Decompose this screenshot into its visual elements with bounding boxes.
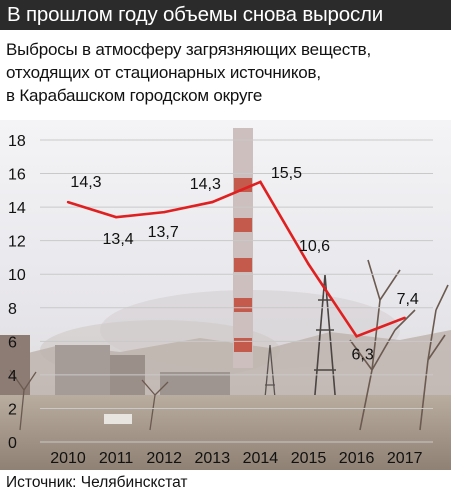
data-point bbox=[307, 262, 310, 266]
data-point bbox=[211, 200, 214, 204]
y-tick-label: 8 bbox=[8, 301, 17, 318]
line-chart: 0 2 4 6 8 10 12 14 16 18 2010 2011 2012 2013 2014 2015… bbox=[0, 120, 451, 470]
data-labels: 14,3 13,4 13,7 14,3 15,5 10,6 6,3 7,4 bbox=[70, 165, 418, 363]
data-label: 7,4 bbox=[397, 291, 419, 308]
grid bbox=[40, 139, 433, 443]
series-line bbox=[67, 180, 406, 338]
data-label: 10,6 bbox=[299, 238, 330, 255]
y-tick-label: 16 bbox=[8, 167, 26, 184]
source-note: Источник: Челябинскстат bbox=[6, 474, 188, 491]
data-label: 13,7 bbox=[148, 224, 179, 241]
background-photo bbox=[0, 120, 451, 470]
data-label: 6,3 bbox=[351, 346, 373, 363]
x-tick-label: 2013 bbox=[195, 450, 231, 467]
data-point bbox=[355, 335, 358, 338]
x-tick-label: 2012 bbox=[146, 450, 182, 467]
x-tick-label: 2015 bbox=[291, 450, 327, 467]
chart-subtitle: Выбросы в атмосферу загрязняющих веществ… bbox=[6, 38, 446, 107]
y-tick-label: 12 bbox=[8, 234, 26, 251]
x-tick-label: 2010 bbox=[50, 450, 86, 467]
data-point bbox=[259, 180, 262, 184]
data-label: 13,4 bbox=[103, 231, 134, 248]
y-tick-label: 0 bbox=[8, 435, 17, 452]
data-label: 14,3 bbox=[190, 176, 221, 193]
y-tick-label: 2 bbox=[8, 401, 17, 418]
data-point bbox=[66, 200, 70, 204]
y-axis: 0 2 4 6 8 10 12 14 16 18 bbox=[8, 133, 26, 452]
y-tick-label: 10 bbox=[8, 267, 26, 284]
y-tick-label: 6 bbox=[8, 334, 17, 351]
title-bar: В прошлом году объемы снова выросли bbox=[0, 0, 451, 30]
x-tick-label: 2016 bbox=[339, 450, 375, 467]
subtitle-line-2: отходящих от стационарных источников, bbox=[6, 63, 321, 82]
series bbox=[66, 180, 406, 338]
subtitle-line-1: Выбросы в атмосферу загрязняющих веществ… bbox=[6, 40, 371, 59]
y-tick-label: 4 bbox=[8, 368, 17, 385]
chart-headline: В прошлом году объемы снова выросли bbox=[7, 3, 384, 26]
data-point bbox=[403, 316, 406, 320]
data-label: 14,3 bbox=[70, 174, 101, 191]
data-label: 15,5 bbox=[271, 165, 302, 182]
x-axis: 2010 2011 2012 2013 2014 2015 2016 2017 bbox=[50, 450, 422, 467]
subtitle-line-3: в Карабашском городском округе bbox=[6, 86, 263, 105]
data-point bbox=[163, 210, 166, 214]
data-point bbox=[114, 215, 118, 219]
y-tick-label: 14 bbox=[8, 200, 26, 217]
y-tick-label: 18 bbox=[8, 133, 26, 150]
x-tick-label: 2014 bbox=[243, 450, 279, 467]
x-tick-label: 2017 bbox=[387, 450, 423, 467]
x-tick-label: 2011 bbox=[99, 450, 134, 467]
